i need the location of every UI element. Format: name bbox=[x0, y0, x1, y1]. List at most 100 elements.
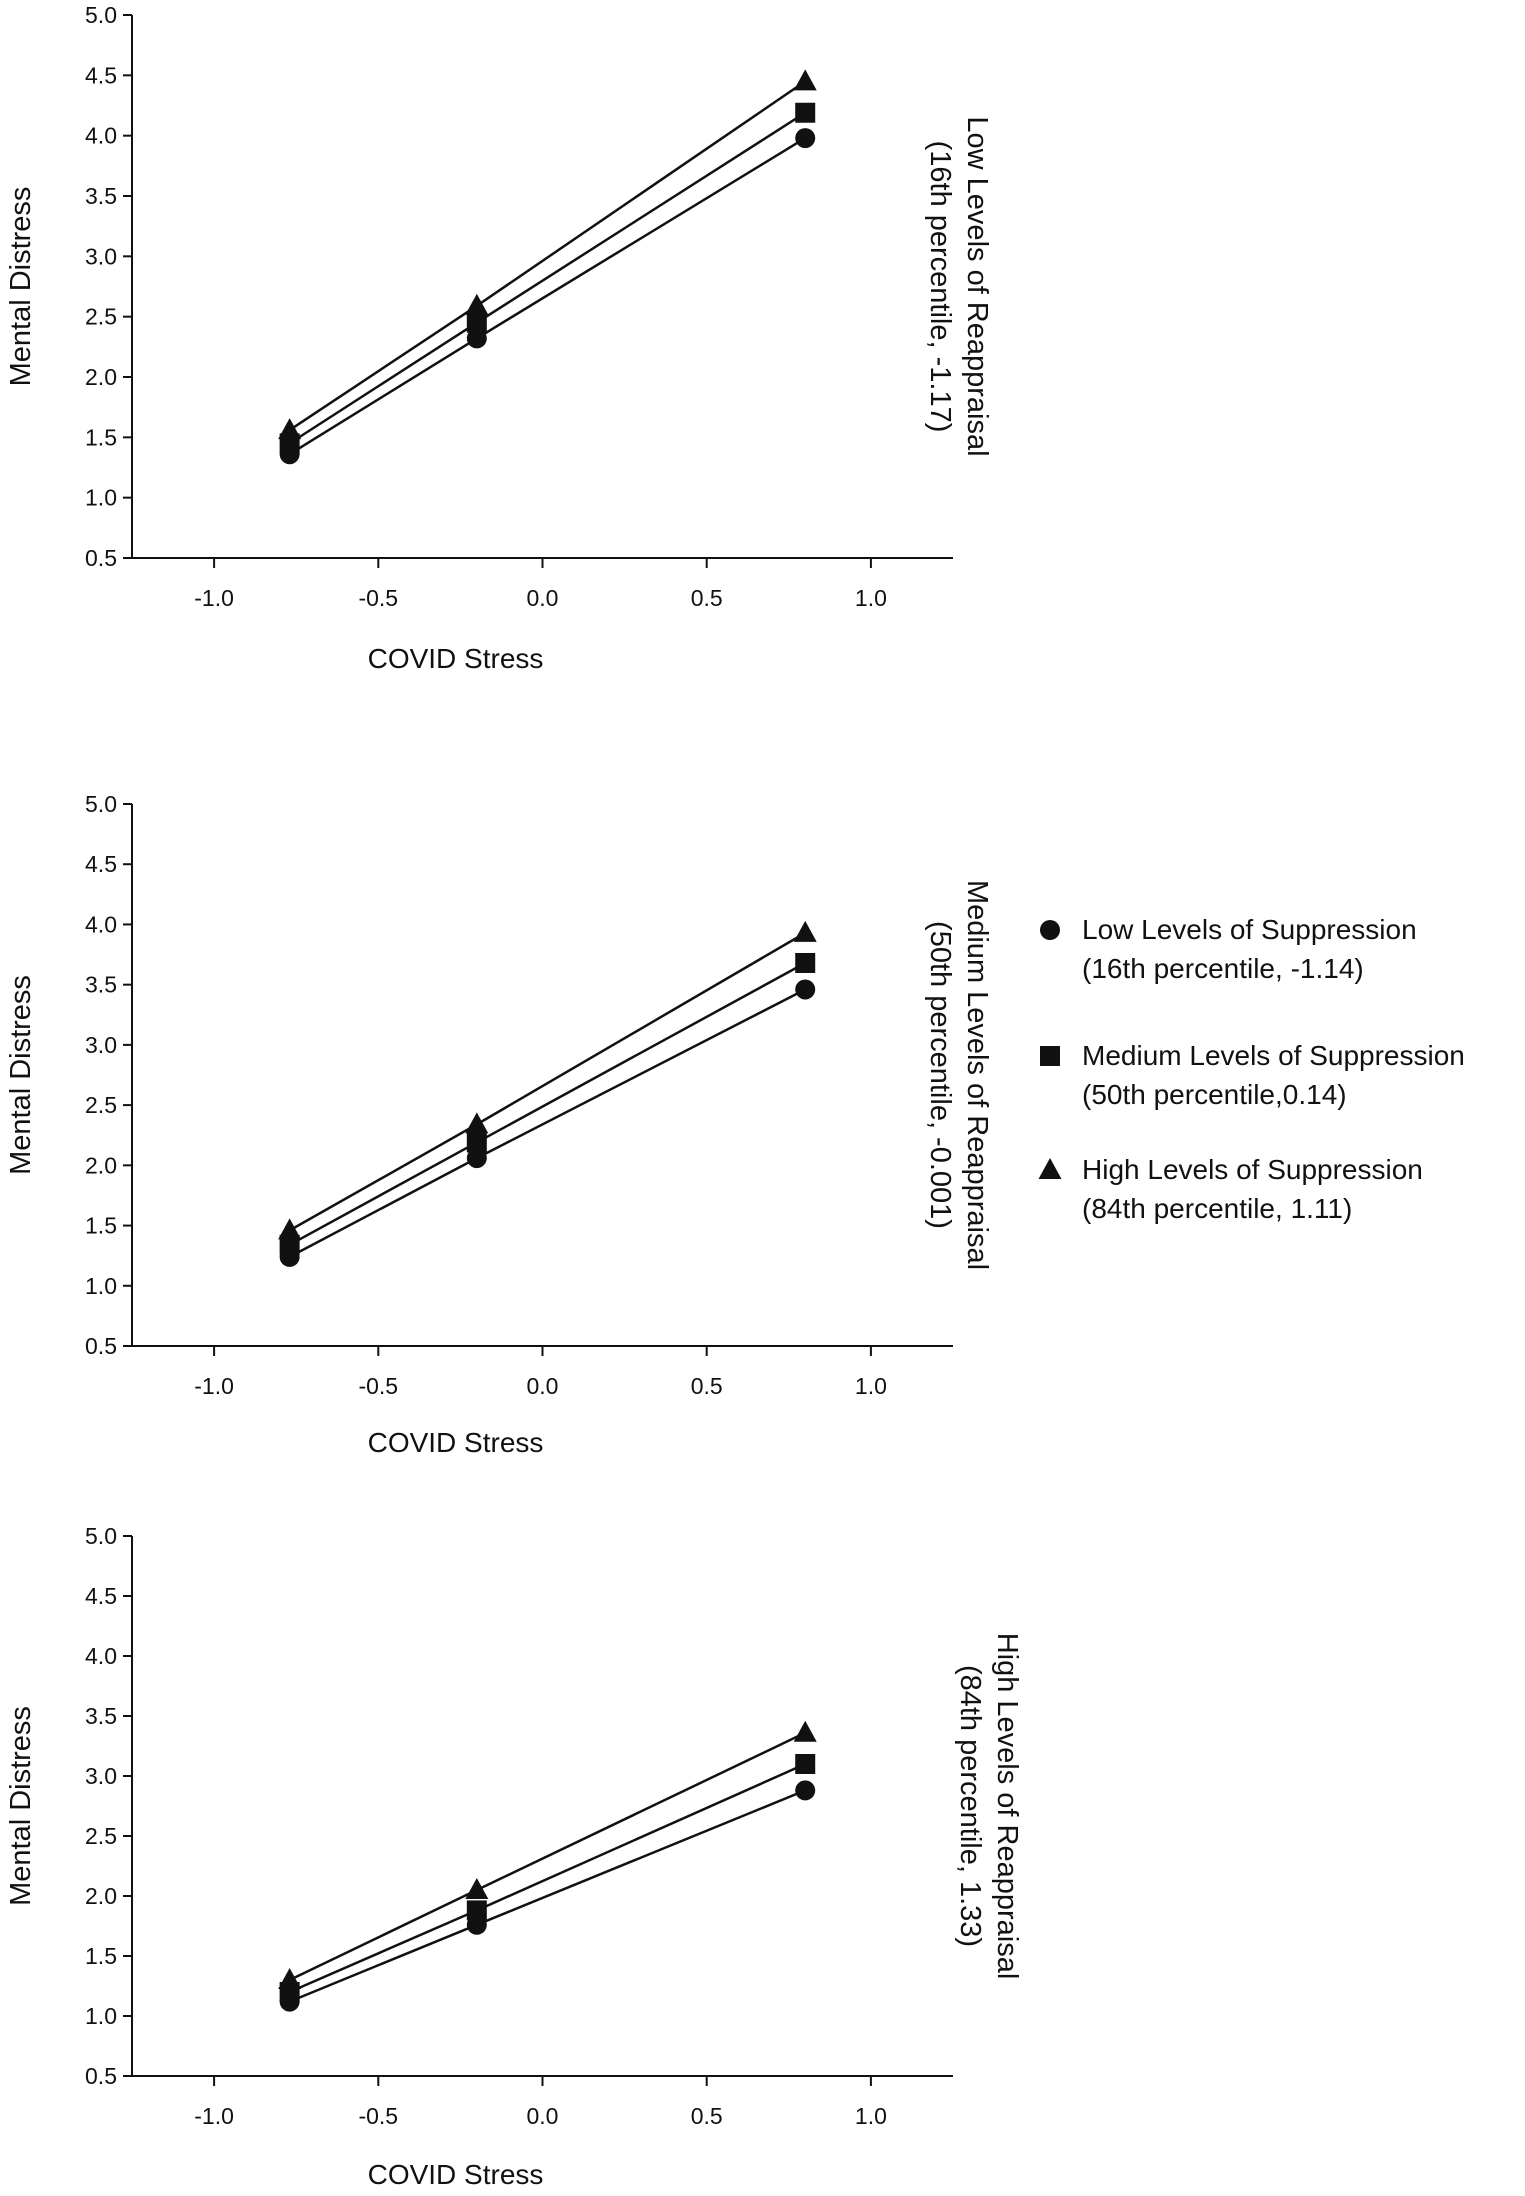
x-tick-label: 1.0 bbox=[855, 585, 887, 611]
x-tick-label: 0.5 bbox=[691, 1373, 723, 1399]
panel-label-line-1: Low Levels of Reappraisal bbox=[961, 116, 993, 456]
x-tick-label: 0.0 bbox=[527, 2103, 559, 2129]
data-point-triangle bbox=[793, 69, 817, 91]
y-tick-label: 4.5 bbox=[85, 1583, 117, 1609]
y-tick-label: 3.5 bbox=[85, 183, 117, 209]
data-point-square bbox=[466, 1900, 487, 1921]
series-line-square bbox=[289, 961, 806, 1246]
y-tick-label: 1.5 bbox=[85, 1943, 117, 1969]
panel-label-line-1: High Levels of Reappraisal bbox=[991, 1633, 1023, 1980]
y-tick-label: 5.0 bbox=[85, 1523, 117, 1549]
x-tick-label: 1.0 bbox=[855, 1373, 887, 1399]
legend-sublabel: (84th percentile, 1.11) bbox=[1082, 1193, 1352, 1224]
x-axis-title: COVID Stress bbox=[368, 2159, 544, 2190]
chart-panel-1: 0.5 1.0 1.5 2.0 2.5 3.0 3.5 4.0 4.5 5.0 -1.0 -0.5 0.… bbox=[5, 2, 993, 674]
x-tick-label: 0.5 bbox=[691, 585, 723, 611]
series-line-triangle bbox=[289, 1731, 806, 1982]
y-tick-label: 0.5 bbox=[85, 2063, 117, 2089]
data-point-triangle bbox=[465, 1878, 489, 1899]
y-tick-label: 3.5 bbox=[85, 972, 117, 998]
series-line-circle bbox=[289, 1789, 806, 2003]
data-point-triangle bbox=[793, 920, 817, 942]
y-tick-label: 1.0 bbox=[85, 2003, 117, 2029]
data-point-triangle bbox=[465, 1112, 489, 1134]
legend: Low Levels of Suppression (16th percentil… bbox=[1038, 914, 1465, 1224]
data-point-triangle bbox=[278, 1218, 302, 1240]
y-axis-title: Mental Distress bbox=[5, 1706, 37, 1906]
chart-panel-2: 0.5 1.0 1.5 2.0 2.5 3.0 3.5 4.0 4.5 5.0 -1.0 -0.5 0.… bbox=[5, 791, 993, 1458]
y-tick-label: 4.0 bbox=[85, 123, 117, 149]
series-line-square bbox=[288, 111, 806, 445]
y-tick-label: 3.5 bbox=[85, 1703, 117, 1729]
x-tick-label: -1.0 bbox=[194, 585, 234, 611]
y-tick-label: 0.5 bbox=[85, 545, 117, 571]
legend-label: High Levels of Suppression bbox=[1082, 1154, 1423, 1185]
x-tick-label: 1.0 bbox=[855, 2103, 887, 2129]
legend-marker-triangle bbox=[1038, 1158, 1062, 1179]
y-tick-label: 1.0 bbox=[85, 485, 117, 511]
y-tick-label: 4.0 bbox=[85, 1643, 117, 1669]
x-axis-title: COVID Stress bbox=[368, 643, 544, 674]
y-tick-label: 1.5 bbox=[85, 424, 117, 450]
data-point-triangle bbox=[278, 1968, 302, 1989]
y-axis-title: Mental Distress bbox=[5, 975, 37, 1175]
x-tick-label: -1.0 bbox=[194, 2103, 234, 2129]
y-tick-label: 4.0 bbox=[85, 911, 117, 937]
data-point-circle bbox=[466, 328, 487, 349]
y-tick-label: 3.0 bbox=[85, 1032, 117, 1058]
y-tick-label: 3.0 bbox=[85, 1763, 117, 1789]
series-line-triangle bbox=[288, 80, 806, 432]
data-point-square bbox=[795, 952, 816, 973]
data-point-circle bbox=[795, 1780, 816, 1801]
chart-panel-3: 0.5 1.0 1.5 2.0 2.5 3.0 3.5 4.0 4.5 5.0 -1.0 -0.5 0.… bbox=[5, 1523, 1023, 2190]
series-line-square bbox=[289, 1762, 806, 1994]
x-tick-label: 0.5 bbox=[691, 2103, 723, 2129]
y-tick-label: 2.0 bbox=[85, 1883, 117, 1909]
x-axis-title: COVID Stress bbox=[368, 1427, 544, 1458]
y-tick-label: 4.5 bbox=[85, 851, 117, 877]
y-tick-label: 2.0 bbox=[85, 1152, 117, 1178]
y-tick-label: 2.0 bbox=[85, 364, 117, 390]
panel-label-line-2: (50th percentile, -0.001) bbox=[924, 921, 956, 1229]
legend-marker-circle bbox=[1040, 920, 1060, 940]
y-tick-label: 2.5 bbox=[85, 1092, 117, 1118]
y-tick-label: 2.5 bbox=[85, 1823, 117, 1849]
y-tick-label: 1.5 bbox=[85, 1213, 117, 1239]
data-point-triangle bbox=[278, 418, 302, 440]
data-point-square bbox=[466, 1132, 487, 1153]
data-point-circle bbox=[795, 128, 816, 149]
panel-label-line-2: (84th percentile, 1.33) bbox=[954, 1665, 986, 1947]
legend-label: Medium Levels of Suppression bbox=[1082, 1040, 1465, 1071]
x-tick-label: -0.5 bbox=[358, 2103, 398, 2129]
y-tick-label: 5.0 bbox=[85, 2, 117, 28]
panel-label-line-1: Medium Levels of Reappraisal bbox=[961, 880, 993, 1270]
y-tick-label: 0.5 bbox=[85, 1333, 117, 1359]
legend-label: Low Levels of Suppression bbox=[1082, 914, 1417, 945]
panel-label-line-2: (16th percentile, -1.17) bbox=[924, 141, 956, 433]
y-tick-label: 4.5 bbox=[85, 62, 117, 88]
x-tick-label: 0.0 bbox=[527, 585, 559, 611]
x-tick-label: -0.5 bbox=[358, 1373, 398, 1399]
legend-sublabel: (50th percentile,0.14) bbox=[1082, 1079, 1347, 1110]
data-point-circle bbox=[466, 1148, 487, 1169]
y-tick-label: 2.5 bbox=[85, 304, 117, 330]
y-tick-label: 3.0 bbox=[85, 243, 117, 269]
x-tick-label: -0.5 bbox=[358, 585, 398, 611]
series-line-circle bbox=[289, 988, 806, 1258]
x-tick-label: 0.0 bbox=[527, 1373, 559, 1399]
data-point-square bbox=[466, 312, 487, 333]
data-point-circle bbox=[795, 979, 816, 1000]
data-point-triangle bbox=[465, 293, 489, 315]
data-point-square bbox=[795, 102, 816, 123]
data-point-triangle bbox=[793, 1720, 817, 1742]
legend-marker-square bbox=[1040, 1046, 1060, 1066]
series-line-circle bbox=[288, 137, 806, 456]
data-point-square bbox=[279, 1234, 300, 1255]
legend-sublabel: (16th percentile, -1.14) bbox=[1082, 953, 1364, 984]
series-line-triangle bbox=[289, 931, 806, 1232]
y-axis-title: Mental Distress bbox=[5, 187, 37, 387]
x-tick-label: -1.0 bbox=[194, 1373, 234, 1399]
data-point-square bbox=[795, 1754, 816, 1774]
y-tick-label: 1.0 bbox=[85, 1273, 117, 1299]
